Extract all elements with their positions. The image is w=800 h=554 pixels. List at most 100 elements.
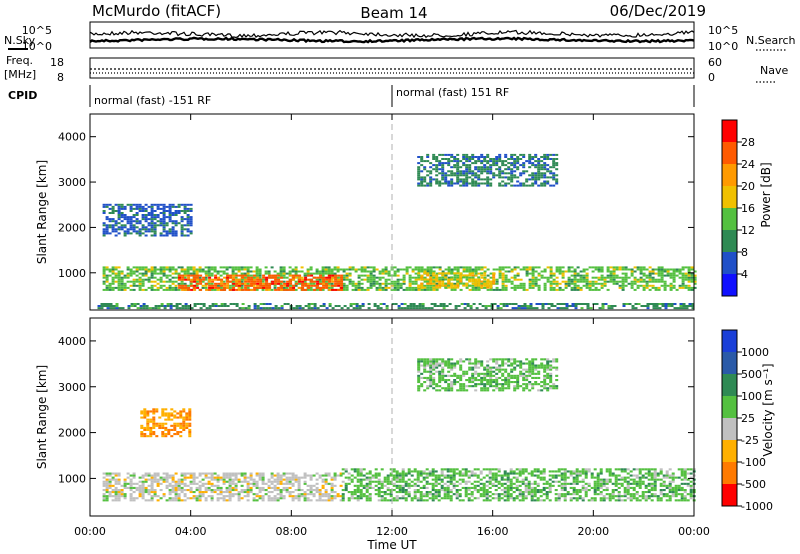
data-cell: [432, 280, 436, 283]
data-cell: [333, 472, 337, 475]
data-cell: [486, 168, 490, 171]
data-cell: [663, 288, 667, 291]
data-cell: [513, 166, 517, 169]
data-cell: [429, 176, 433, 179]
data-cell: [551, 480, 555, 483]
data-cell: [461, 478, 465, 481]
data-cell: [614, 478, 618, 481]
data-cell: [503, 491, 507, 494]
data-cell: [579, 288, 583, 291]
data-cell: [608, 468, 612, 471]
data-cell: [340, 274, 344, 277]
data-cell: [102, 280, 106, 283]
data-cell: [434, 491, 438, 494]
data-cell: [546, 156, 550, 158]
data-cell: [309, 282, 313, 285]
data-cell: [446, 493, 450, 496]
data-cell: [143, 416, 147, 419]
data-cell: [417, 278, 421, 281]
data-cell: [594, 276, 598, 279]
data-cell: [114, 497, 118, 500]
data-cell: [372, 280, 376, 283]
data-cell: [603, 282, 607, 285]
data-cell: [489, 182, 493, 185]
data-cell: [240, 286, 244, 289]
data-cell: [420, 178, 424, 181]
data-cell: [662, 474, 666, 477]
data-cell: [432, 168, 436, 171]
data-cell: [516, 272, 520, 275]
data-cell: [518, 489, 522, 492]
data-cell: [601, 305, 605, 307]
data-cell: [474, 284, 478, 287]
data-cell: [431, 486, 435, 489]
data-cell: [561, 274, 565, 277]
data-cell: [129, 280, 133, 283]
data-cell: [213, 268, 217, 271]
data-cell: [471, 178, 475, 181]
data-cell: [623, 489, 627, 492]
data-cell: [618, 286, 622, 289]
data-cell: [298, 278, 302, 281]
data-cell: [171, 476, 175, 479]
data-cell: [513, 164, 517, 167]
data-cell: [444, 178, 448, 181]
data-cell: [108, 493, 112, 496]
data-cell: [365, 472, 369, 475]
data-cell: [501, 180, 505, 183]
data-cell: [486, 176, 490, 179]
data-cell: [111, 476, 115, 479]
colorbar-tick-label: 12: [741, 224, 755, 237]
data-cell: [219, 486, 223, 489]
data-cell: [504, 270, 508, 273]
data-cell: [425, 474, 429, 477]
data-cell: [152, 433, 156, 436]
data-cell: [170, 435, 174, 438]
data-cell: [155, 435, 159, 438]
data-cell: [244, 278, 248, 281]
data-cell: [105, 286, 109, 289]
data-cell: [549, 284, 553, 287]
data-cell: [265, 278, 269, 281]
data-cell: [333, 266, 337, 269]
data-cell: [521, 493, 525, 496]
data-cell: [408, 286, 412, 289]
data-cell: [470, 482, 474, 485]
data-cell: [673, 303, 677, 305]
data-cell: [222, 280, 226, 283]
data-cell: [525, 184, 529, 187]
data-cell: [667, 305, 671, 307]
data-cell: [450, 160, 454, 163]
data-cell: [369, 270, 373, 273]
data-cell: [264, 482, 268, 485]
data-cell: [138, 205, 142, 208]
data-cell: [435, 180, 439, 183]
data-cell: [608, 499, 612, 502]
data-cell: [153, 472, 157, 475]
data-cell: [168, 270, 172, 273]
data-cell: [150, 207, 154, 210]
data-cell: [459, 274, 463, 277]
data-cell: [534, 270, 538, 273]
data-cell: [288, 495, 292, 498]
data-cell: [606, 280, 610, 283]
data-cell: [560, 472, 564, 475]
data-cell: [531, 268, 535, 271]
data-cell: [453, 182, 457, 185]
data-cell: [401, 468, 405, 471]
data-cell: [510, 162, 514, 165]
data-cell: [528, 166, 532, 169]
data-cell: [431, 499, 435, 502]
data-cell: [443, 495, 447, 498]
data-cell: [480, 162, 484, 165]
data-cell: [509, 480, 513, 483]
data-cell: [621, 280, 625, 283]
data-cell: [489, 166, 493, 169]
data-cell: [668, 480, 672, 483]
data-cell: [328, 274, 332, 277]
data-cell: [573, 278, 577, 281]
data-cell: [330, 268, 334, 271]
data-cell: [541, 303, 545, 305]
data-cell: [417, 270, 421, 273]
data-cell: [390, 282, 394, 285]
